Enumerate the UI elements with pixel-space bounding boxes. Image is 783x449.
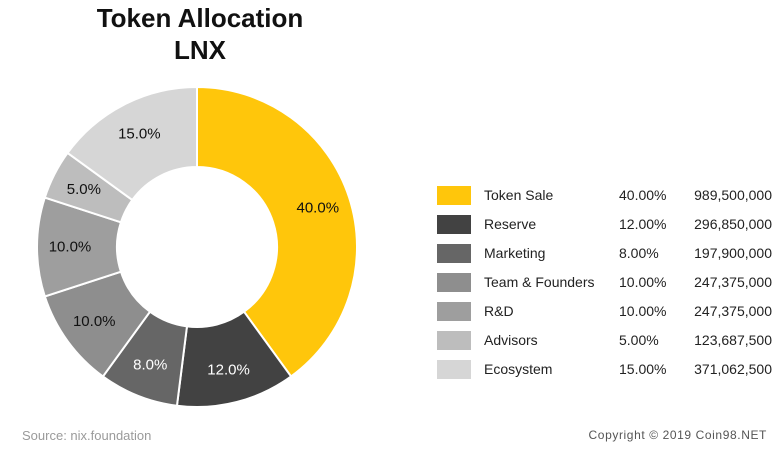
legend-percent: 10.00% [619, 274, 667, 290]
legend-token-amount: 247,375,000 [694, 303, 772, 319]
slice-label-token-sale: 40.0% [297, 199, 340, 216]
legend-percent: 10.00% [619, 303, 667, 319]
legend-token-amount: 247,375,000 [694, 274, 772, 290]
legend-swatch [437, 186, 471, 205]
slice-label-marketing: 8.0% [133, 357, 167, 374]
slice-label-reserve: 12.0% [207, 362, 250, 379]
chart-subtitle: LNX [174, 35, 226, 65]
legend-label: Token Sale [484, 187, 554, 203]
legend-percent: 12.00% [619, 216, 667, 232]
legend-percent: 15.00% [619, 361, 667, 377]
legend-label: Team & Founders [484, 274, 595, 290]
legend-swatch [437, 331, 471, 350]
legend-swatch [437, 302, 471, 321]
legend-token-amount: 296,850,000 [694, 216, 772, 232]
legend-row-marketing[interactable]: Marketing 8.00% 197,900,000 [437, 242, 777, 271]
slice-label-team-and-founders: 10.0% [73, 313, 116, 330]
slice-ecosystem[interactable] [66, 85, 198, 202]
legend-token-amount: 371,062,500 [694, 361, 772, 377]
slice-label-randd: 10.0% [49, 239, 92, 256]
legend-row-ecosystem[interactable]: Ecosystem 15.00% 371,062,500 [437, 358, 777, 387]
slice-token-sale[interactable] [196, 85, 358, 378]
legend-label: Reserve [484, 216, 537, 232]
source-note: Source: nix.foundation [22, 428, 152, 443]
legend-row-randd[interactable]: R&D 10.00% 247,375,000 [437, 300, 777, 329]
legend-label: Ecosystem [484, 361, 553, 377]
legend-swatch [437, 244, 471, 263]
legend-row-team-and-founders[interactable]: Team & Founders 10.00% 247,375,000 [437, 271, 777, 300]
legend-label: R&D [484, 303, 514, 319]
chart-title: Token Allocation [96, 3, 304, 33]
copyright-note: Copyright © 2019 Coin98.NET [588, 428, 767, 442]
legend-swatch [437, 273, 471, 292]
legend-token-amount: 989,500,000 [694, 187, 772, 203]
legend-token-amount: 197,900,000 [694, 245, 772, 261]
legend-percent: 5.00% [619, 332, 659, 348]
slice-label-advisors: 5.0% [67, 181, 101, 198]
legend-percent: 8.00% [619, 245, 659, 261]
legend-token-amount: 123,687,500 [694, 332, 772, 348]
legend-row-reserve[interactable]: Reserve 12.00% 296,850,000 [437, 213, 777, 242]
legend-swatch [437, 360, 471, 379]
legend-percent: 40.00% [619, 187, 667, 203]
legend-row-token-sale[interactable]: Token Sale 40.00% 989,500,000 [437, 184, 777, 213]
slice-label-ecosystem: 15.0% [118, 125, 161, 142]
legend-label: Marketing [484, 245, 546, 261]
legend: Token Sale 40.00% 989,500,000 Reserve 12.00%… [437, 184, 777, 387]
legend-row-advisors[interactable]: Advisors 5.00% 123,687,500 [437, 329, 777, 358]
legend-swatch [437, 215, 471, 234]
legend-label: Advisors [484, 332, 538, 348]
